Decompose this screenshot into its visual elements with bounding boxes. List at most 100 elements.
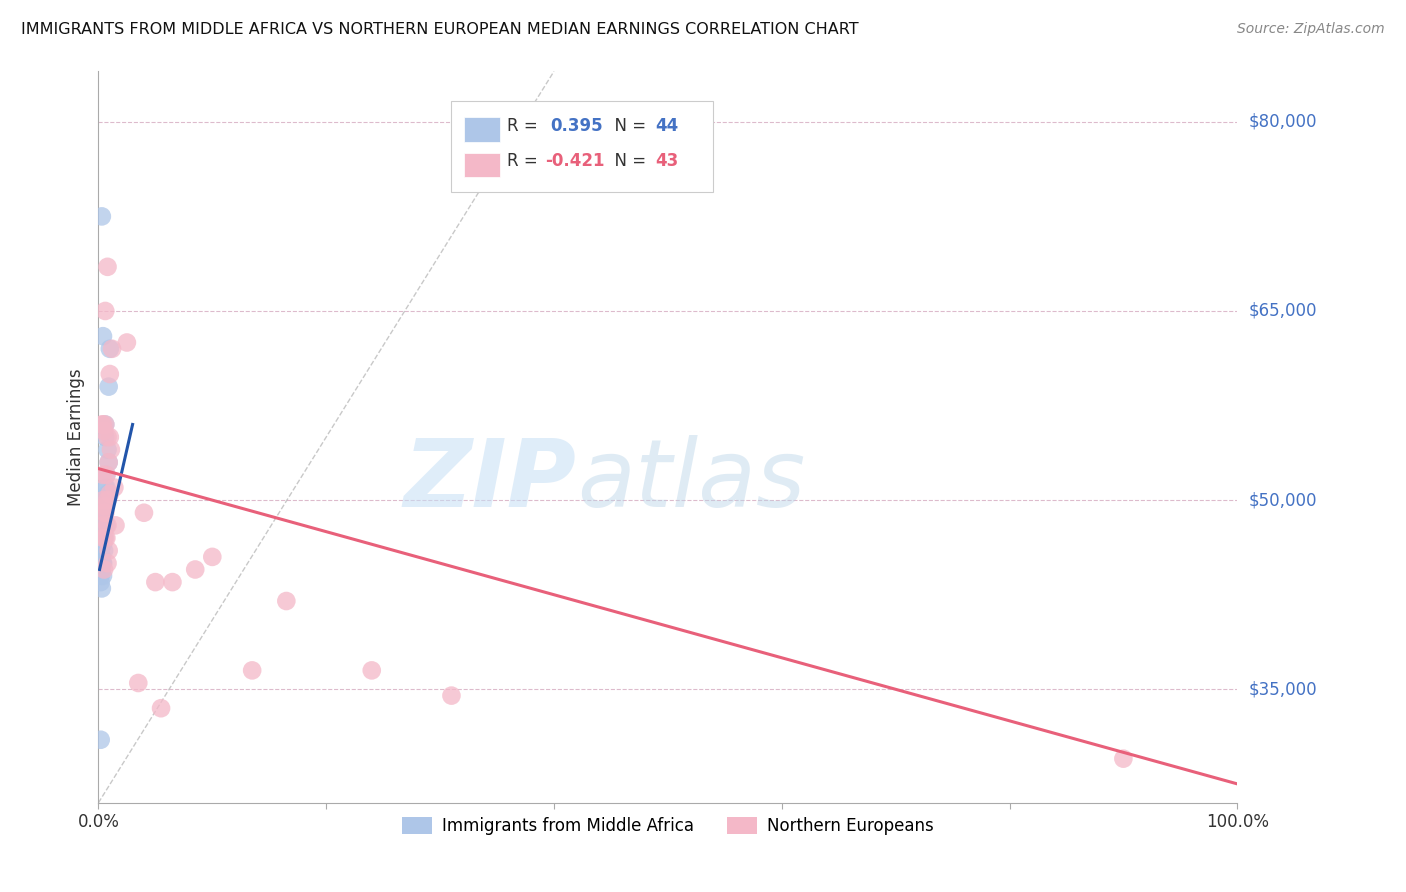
Point (90, 582, 112, 596)
Point (90, 210, 112, 224)
Point (96, 442, 118, 457)
Point (93, 562, 115, 576)
Point (276, 594, 298, 608)
Point (90, 549, 112, 564)
Point (94, 531, 117, 545)
Point (1112, 752, 1135, 766)
Point (240, 664, 263, 678)
Point (201, 549, 224, 564)
Point (91, 531, 114, 545)
Text: Source: ZipAtlas.com: Source: ZipAtlas.com (1237, 22, 1385, 37)
Point (93, 512, 115, 526)
Point (93, 518, 115, 533)
Text: 0.395: 0.395 (551, 117, 603, 136)
Point (145, 575, 167, 590)
FancyBboxPatch shape (464, 118, 501, 143)
Point (101, 342, 124, 356)
Point (91, 524, 114, 539)
Text: $50,000: $50,000 (1249, 491, 1317, 509)
Point (96, 481, 118, 495)
Point (96, 487, 118, 501)
Point (90, 556, 112, 570)
Point (91, 537, 114, 551)
Point (90, 537, 112, 551)
Point (91, 537, 114, 551)
Text: 44: 44 (655, 117, 679, 136)
Point (91, 556, 114, 570)
Point (96, 467, 118, 482)
Point (90, 569, 112, 583)
Point (100, 442, 122, 457)
Text: R =: R = (508, 153, 543, 170)
Point (96, 430, 118, 444)
Point (96, 493, 118, 508)
Point (94, 304, 117, 318)
Point (91, 417, 114, 432)
Text: 43: 43 (655, 153, 679, 170)
Point (90, 549, 112, 564)
Point (91, 493, 114, 508)
Text: N =: N = (605, 117, 651, 136)
Point (98, 367, 121, 381)
Point (98, 487, 121, 501)
Text: ZIP: ZIP (404, 435, 576, 527)
Text: $35,000: $35,000 (1249, 681, 1317, 698)
Point (132, 506, 155, 520)
Point (440, 689, 463, 703)
Point (97, 455, 120, 469)
Text: $80,000: $80,000 (1249, 112, 1317, 131)
Point (91, 556, 114, 570)
Point (93, 518, 115, 533)
Text: atlas: atlas (576, 435, 806, 526)
Point (90, 575, 112, 590)
Point (91, 467, 114, 482)
Point (162, 575, 184, 590)
Point (93, 531, 115, 545)
Point (90, 518, 112, 533)
Text: N =: N = (605, 153, 651, 170)
Y-axis label: Median Earnings: Median Earnings (66, 368, 84, 506)
Point (91, 531, 114, 545)
Point (104, 518, 127, 533)
Point (97, 379, 120, 393)
Point (94, 493, 117, 508)
Point (91, 531, 114, 545)
Text: R =: R = (508, 117, 548, 136)
Point (97, 455, 120, 469)
Point (94, 417, 117, 432)
Point (94, 417, 117, 432)
Text: $65,000: $65,000 (1249, 302, 1317, 320)
Point (93, 506, 115, 520)
FancyBboxPatch shape (451, 101, 713, 192)
Point (90, 518, 112, 533)
Point (98, 342, 121, 356)
Point (96, 467, 118, 482)
Text: IMMIGRANTS FROM MIDDLE AFRICA VS NORTHERN EUROPEAN MEDIAN EARNINGS CORRELATION C: IMMIGRANTS FROM MIDDLE AFRICA VS NORTHER… (21, 22, 859, 37)
Text: -0.421: -0.421 (546, 153, 605, 170)
Point (115, 335, 138, 350)
Point (94, 506, 117, 520)
Point (97, 543, 120, 558)
Point (91, 329, 114, 343)
Legend: Immigrants from Middle Africa, Northern Europeans: Immigrants from Middle Africa, Northern … (395, 811, 941, 842)
Point (93, 543, 115, 558)
Point (90, 417, 112, 432)
Point (90, 500, 112, 514)
Point (360, 664, 382, 678)
Point (94, 430, 117, 444)
Point (90, 562, 112, 576)
Point (93, 506, 115, 520)
Point (127, 676, 149, 690)
Point (93, 424, 115, 438)
Point (103, 481, 125, 495)
Point (96, 518, 118, 533)
Point (96, 518, 118, 533)
Point (150, 701, 173, 715)
Point (184, 562, 207, 576)
Point (90, 732, 112, 747)
FancyBboxPatch shape (464, 153, 501, 178)
Point (98, 430, 121, 444)
Point (96, 556, 118, 570)
Point (96, 493, 118, 508)
Point (91, 569, 114, 583)
